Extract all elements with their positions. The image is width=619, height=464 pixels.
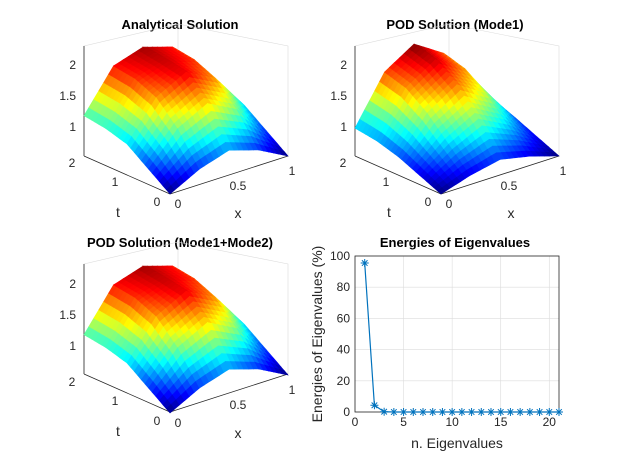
surface-patch — [278, 149, 289, 157]
t-axis-label: t — [116, 204, 120, 220]
z-tick-label: 1 — [69, 339, 76, 353]
t-tick-label: 2 — [340, 156, 347, 170]
line-panel-energies: Energies of Eigenvalues 0 5 10 15 20 0 20 40 60 8… — [309, 235, 563, 451]
data-point-marker — [525, 408, 534, 416]
x-tick-label: 0 — [446, 197, 453, 211]
surface-mesh — [83, 265, 289, 414]
x-axis-line — [169, 373, 289, 413]
surface-panel-pod-mode1: POD Solution (Mode1) 2 1.5 1 2 1 0 0 0.5… — [330, 17, 566, 221]
x-tick-label: 5 — [400, 415, 407, 429]
data-point-marker — [457, 408, 466, 416]
t-tick-label: 0 — [154, 195, 161, 209]
data-point-marker — [477, 408, 486, 416]
x-axis-line — [169, 155, 289, 195]
z-tick-label: 1.5 — [59, 308, 76, 322]
surface-patch — [549, 152, 560, 157]
x-axis-label: x — [508, 205, 515, 221]
data-point-marker — [428, 408, 437, 416]
data-point-marker — [389, 408, 398, 416]
t-tick-label: 0 — [154, 414, 161, 428]
plot-area-frame — [354, 255, 560, 413]
data-point-marker — [370, 401, 379, 410]
back-wall-right — [177, 241, 289, 374]
data-point-marker — [409, 408, 418, 416]
surface-patch — [278, 368, 289, 376]
y-tick-label: 20 — [337, 374, 351, 388]
t-tick-label: 2 — [69, 375, 76, 389]
data-point-marker — [360, 259, 369, 268]
series-line — [364, 262, 559, 413]
x-axis-label: x — [235, 205, 242, 221]
t-tick-label: 1 — [112, 394, 119, 408]
y-axis-label: Energies of Eigenvalues (%) — [309, 246, 325, 423]
x-tick-label: 1 — [289, 383, 296, 397]
z-tick-label: 1 — [340, 120, 347, 134]
back-wall-right — [177, 23, 289, 156]
x-axis-line — [440, 155, 560, 195]
t-axis-line — [354, 155, 442, 195]
data-point-marker — [516, 408, 525, 416]
data-point-marker — [448, 408, 457, 416]
x-tick-label: 1 — [289, 164, 296, 178]
data-point-marker — [535, 408, 544, 416]
t-axis-label: t — [387, 204, 391, 220]
z-tick-label: 1 — [69, 120, 76, 134]
grid-lines — [354, 255, 559, 413]
y-tick-label: 40 — [337, 343, 351, 357]
z-tick-label: 1.5 — [330, 89, 347, 103]
data-point-marker — [399, 408, 408, 416]
series-markers — [360, 259, 563, 416]
t-tick-label: 0 — [425, 195, 432, 209]
tick-labels: 0 5 10 15 20 0 20 40 60 80 100 — [330, 249, 556, 429]
surface-panel-pod-mode1-mode2: POD Solution (Mode1+Mode2) 2 1.5 1 2 1 0… — [59, 235, 295, 441]
x-tick-label: 0 — [352, 415, 359, 429]
data-point-marker — [506, 408, 515, 416]
x-tick-label: 15 — [494, 415, 508, 429]
data-point-marker — [555, 408, 563, 416]
y-tick-label: 100 — [330, 249, 350, 263]
surface-mesh — [83, 46, 289, 195]
t-tick-label: 1 — [383, 175, 390, 189]
data-point-marker — [467, 408, 476, 416]
t-tick-label: 1 — [112, 175, 119, 189]
z-tick-label: 1.5 — [59, 89, 76, 103]
x-axis-label: x — [235, 425, 242, 441]
x-tick-label: 0 — [175, 197, 182, 211]
data-point-marker — [438, 408, 447, 416]
t-axis-label: t — [116, 423, 120, 439]
data-point-marker — [545, 408, 554, 416]
x-tick-label: 1 — [560, 164, 567, 178]
chart-title: POD Solution (Mode1) — [386, 17, 523, 32]
data-point-marker — [487, 408, 495, 416]
x-axis-label: n. Eigenvalues — [411, 435, 503, 451]
x-tick-label: 10 — [445, 415, 459, 429]
t-axis-line — [83, 373, 171, 413]
y-tick-label: 0 — [343, 405, 350, 419]
chart-title: Energies of Eigenvalues — [380, 235, 530, 250]
t-tick-label: 2 — [69, 156, 76, 170]
back-wall-right — [448, 23, 560, 156]
x-tick-label: 0.5 — [501, 179, 518, 193]
z-tick-label: 2 — [69, 277, 76, 291]
data-point-marker — [380, 407, 389, 416]
z-tick-label: 2 — [69, 58, 76, 72]
x-tick-label: 20 — [543, 415, 557, 429]
surface-mesh — [354, 43, 560, 195]
z-tick-label: 2 — [340, 58, 347, 72]
x-tick-label: 0 — [175, 416, 182, 430]
y-tick-label: 60 — [337, 311, 351, 325]
surface-panel-analytical: Analytical Solution 2 1.5 1 2 1 0 0 0.5 … — [59, 17, 295, 221]
data-point-marker — [419, 408, 427, 416]
data-point-marker — [496, 408, 505, 416]
y-tick-label: 80 — [337, 280, 351, 294]
x-tick-label: 0.5 — [230, 179, 247, 193]
t-axis-line — [83, 155, 171, 195]
x-tick-label: 0.5 — [230, 398, 247, 412]
